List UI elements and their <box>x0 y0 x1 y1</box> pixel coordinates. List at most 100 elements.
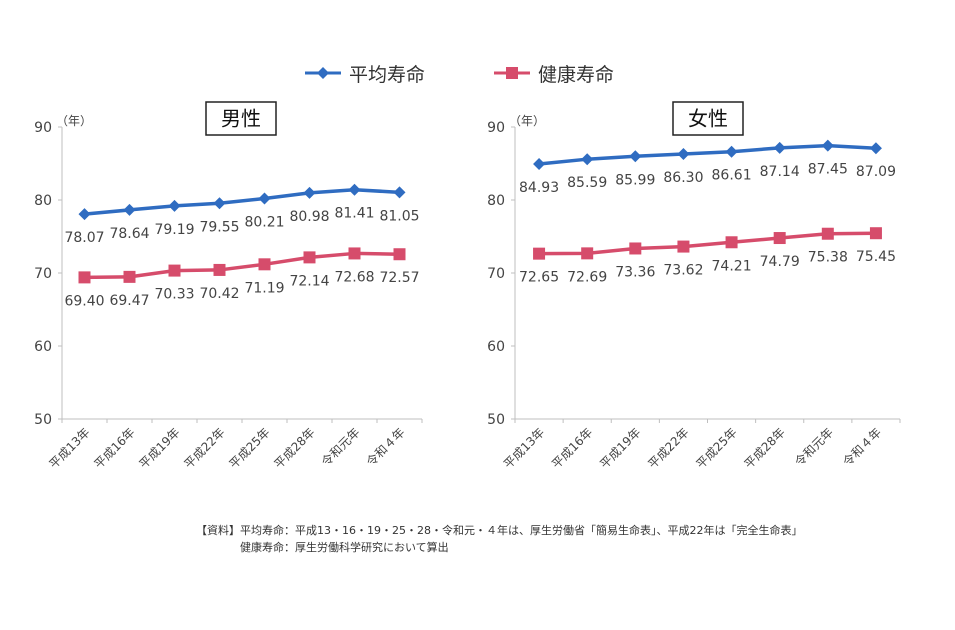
data-value-label: 72.68 <box>334 269 374 285</box>
series-line-life-expectancy <box>84 187 400 216</box>
data-point-diamond <box>213 197 226 210</box>
series-line-healthy-life-expectancy <box>84 251 400 280</box>
data-value-label: 87.09 <box>856 164 896 180</box>
data-point-square <box>773 232 786 245</box>
data-point-square <box>213 263 226 276</box>
data-point-square <box>629 242 642 255</box>
data-value-label: 69.40 <box>64 293 104 309</box>
data-point-square <box>725 236 738 249</box>
data-value-label: 75.45 <box>856 249 896 265</box>
data-value-label: 74.79 <box>760 254 800 270</box>
data-value-label: 70.42 <box>199 286 239 302</box>
y-tick-label: 80 <box>34 193 52 209</box>
data-value-label: 75.38 <box>808 250 848 266</box>
x-category-label: 平成19年 <box>597 425 643 471</box>
data-value-label: 80.98 <box>289 209 329 225</box>
data-value-label: 85.99 <box>615 172 655 188</box>
data-point-square <box>533 247 546 260</box>
legend-item-life-expectancy: 平均寿命 <box>305 58 425 88</box>
data-value-label: 78.64 <box>109 226 149 242</box>
data-value-label: 72.14 <box>289 273 329 289</box>
x-category-label: 令和４年 <box>840 425 885 470</box>
x-category-label: 平成16年 <box>549 425 595 471</box>
data-value-label: 87.14 <box>760 164 800 180</box>
square-marker-icon <box>494 67 530 79</box>
data-point-diamond <box>168 199 181 212</box>
y-tick-label: 50 <box>34 412 52 428</box>
data-point-diamond <box>581 153 594 166</box>
data-point-diamond <box>393 186 406 199</box>
data-point-diamond <box>773 141 786 154</box>
footnote-line-1: 【資料】平均寿命：平成13・16・19・25・28・令和元・４年は、厚生労働省「… <box>196 524 803 537</box>
data-value-label: 81.05 <box>379 208 419 224</box>
x-category-label: 令和元年 <box>318 425 363 470</box>
y-tick-label: 50 <box>487 412 505 428</box>
data-point-square <box>677 240 690 253</box>
data-value-label: 71.19 <box>244 280 284 296</box>
y-unit-label: （年） <box>56 114 92 128</box>
y-tick-label: 70 <box>34 266 52 282</box>
x-category-label: 平成25年 <box>226 425 272 471</box>
data-value-label: 79.55 <box>199 219 239 235</box>
data-point-diamond <box>629 150 642 163</box>
source-footnote: 【資料】平均寿命：平成13・16・19・25・28・令和元・４年は、厚生労働省「… <box>196 522 802 556</box>
data-value-label: 81.41 <box>334 206 374 222</box>
data-point-square <box>168 264 181 277</box>
data-value-label: 86.61 <box>712 168 752 184</box>
data-point-square <box>123 270 136 283</box>
data-point-diamond <box>78 208 91 221</box>
data-point-square <box>303 251 316 264</box>
data-value-label: 72.57 <box>379 270 419 286</box>
x-category-label: 平成22年 <box>181 425 227 471</box>
data-value-label: 85.59 <box>567 175 607 191</box>
data-point-diamond <box>258 192 271 205</box>
chart-panel-female: 50 60 70 80 90 （年） 平成13年 平成16年 平成19年 平成22年 平成25年 平成… <box>487 101 901 471</box>
series-line-life-expectancy <box>538 143 877 166</box>
data-value-label: 84.93 <box>519 180 559 196</box>
data-point-square <box>393 248 406 261</box>
series-line-healthy-life-expectancy <box>539 231 876 256</box>
data-point-square <box>348 247 361 260</box>
x-category-label: 平成22年 <box>645 425 691 471</box>
data-point-square <box>258 258 271 271</box>
x-category-label: 令和４年 <box>363 425 408 470</box>
data-value-label: 69.47 <box>109 293 149 309</box>
y-tick-label: 70 <box>487 266 505 282</box>
x-category-label: 平成16年 <box>91 425 137 471</box>
x-category-label: 平成13年 <box>501 425 547 471</box>
y-tick-label: 60 <box>487 339 505 355</box>
data-point-diamond <box>533 158 546 171</box>
data-value-label: 87.45 <box>808 162 848 178</box>
x-category-label: 平成28年 <box>742 425 788 471</box>
data-point-diamond <box>303 186 316 199</box>
data-value-label: 86.30 <box>663 170 703 186</box>
data-point-square <box>581 247 594 260</box>
data-point-square <box>821 227 834 240</box>
y-tick-label: 60 <box>34 339 52 355</box>
data-value-label: 72.65 <box>519 270 559 286</box>
data-point-square <box>869 227 882 240</box>
data-point-diamond <box>123 203 136 216</box>
y-tick-label: 80 <box>487 193 505 209</box>
data-point-diamond <box>677 148 690 161</box>
panel-title-box <box>205 101 277 136</box>
panel-title: 男性 <box>221 107 261 131</box>
x-category-label: 平成28年 <box>271 425 317 471</box>
data-value-label: 80.21 <box>244 214 284 230</box>
x-category-label: 平成19年 <box>136 425 182 471</box>
data-point-diamond <box>348 183 361 196</box>
diamond-marker-icon <box>305 67 341 79</box>
data-value-label: 73.62 <box>663 263 703 279</box>
legend-item-healthy-life-expectancy: 健康寿命 <box>494 58 614 88</box>
panel-title-box <box>672 101 744 136</box>
y-tick-label: 90 <box>487 120 505 136</box>
data-point-square <box>78 271 91 284</box>
data-point-diamond <box>821 139 834 152</box>
data-value-label: 74.21 <box>712 258 752 274</box>
x-category-label: 平成13年 <box>46 425 92 471</box>
y-tick-label: 90 <box>34 120 52 136</box>
panel-title: 女性 <box>688 107 728 131</box>
data-point-diamond <box>725 145 738 158</box>
chart-legend: 平均寿命 健康寿命 <box>0 58 955 88</box>
data-value-label: 79.19 <box>154 222 194 238</box>
